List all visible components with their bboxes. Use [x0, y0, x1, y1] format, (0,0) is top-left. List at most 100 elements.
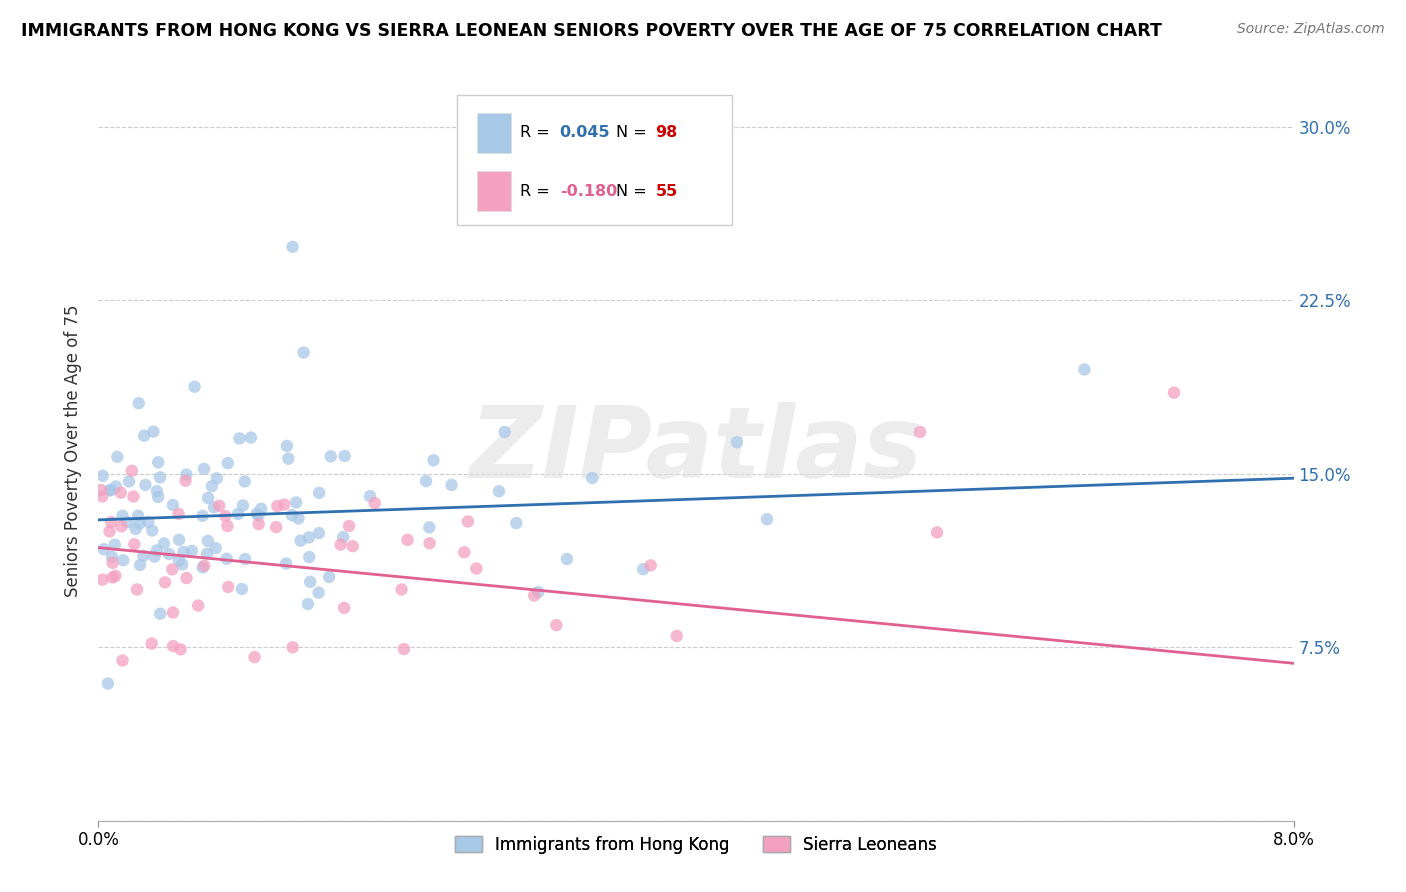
Point	[112, 553, 135, 567]
Point	[233, 552, 256, 566]
Point	[243, 650, 266, 665]
Point	[494, 425, 516, 439]
Point	[191, 560, 214, 574]
Text: 98: 98	[655, 126, 678, 141]
Point	[105, 450, 128, 464]
Point	[118, 475, 141, 489]
Point	[183, 380, 205, 394]
Point	[132, 549, 155, 563]
Point	[169, 642, 191, 657]
Text: Source: ZipAtlas.com: Source: ZipAtlas.com	[1237, 22, 1385, 37]
Point	[665, 629, 688, 643]
Point	[581, 471, 603, 485]
Point	[298, 531, 321, 545]
Point	[181, 544, 204, 558]
Point	[110, 519, 132, 533]
Point	[104, 538, 127, 552]
Point	[176, 467, 198, 482]
Point	[332, 530, 354, 544]
Point	[110, 485, 132, 500]
Point	[205, 471, 228, 485]
Point	[364, 496, 387, 510]
Point	[246, 507, 269, 521]
Point	[197, 533, 219, 548]
Point	[555, 552, 578, 566]
Point	[276, 439, 298, 453]
Point	[337, 519, 360, 533]
Point	[465, 561, 488, 575]
FancyBboxPatch shape	[457, 95, 733, 225]
Point	[359, 489, 381, 503]
Point	[226, 507, 249, 521]
Point	[134, 428, 156, 442]
Point	[640, 558, 662, 573]
Point	[91, 573, 114, 587]
Point	[1073, 362, 1095, 376]
Point	[342, 539, 364, 553]
Point	[100, 515, 122, 529]
Point	[422, 453, 444, 467]
Point	[141, 636, 163, 650]
Point	[172, 558, 194, 572]
Point	[193, 558, 215, 573]
Point	[333, 600, 356, 615]
Point	[149, 470, 172, 484]
Point	[174, 474, 197, 488]
Point	[101, 556, 124, 570]
Point	[308, 585, 330, 599]
Point	[1163, 385, 1185, 400]
Point	[90, 483, 112, 497]
Point	[191, 508, 214, 523]
Point	[247, 508, 270, 523]
Point	[187, 599, 209, 613]
Point	[264, 520, 287, 534]
Point	[162, 639, 184, 653]
Point	[440, 478, 463, 492]
Point	[162, 562, 184, 576]
Point	[153, 536, 176, 550]
Point	[104, 569, 127, 583]
Point	[228, 432, 250, 446]
Point	[111, 508, 134, 523]
Point	[143, 549, 166, 564]
Point	[176, 571, 198, 585]
Point	[148, 490, 170, 504]
Point	[281, 508, 304, 523]
Point	[333, 449, 356, 463]
Point	[195, 547, 218, 561]
Point	[214, 509, 236, 524]
Point	[318, 570, 340, 584]
Point	[308, 526, 330, 541]
Point	[418, 520, 440, 534]
Point	[142, 425, 165, 439]
Point	[756, 512, 779, 526]
Point	[298, 549, 321, 564]
Point	[231, 582, 253, 596]
Point	[193, 462, 215, 476]
Point	[167, 507, 190, 521]
Point	[201, 479, 224, 493]
Point	[167, 533, 190, 547]
Point	[299, 574, 322, 589]
Point	[111, 653, 134, 667]
Text: N =: N =	[616, 126, 652, 141]
FancyBboxPatch shape	[477, 112, 510, 153]
Point	[167, 553, 190, 567]
Point	[276, 557, 298, 571]
Point	[329, 537, 352, 551]
Point	[98, 524, 121, 539]
Point	[523, 589, 546, 603]
Point	[232, 499, 254, 513]
Point	[141, 524, 163, 538]
Point	[290, 533, 312, 548]
Point	[125, 582, 148, 597]
Point	[148, 455, 170, 469]
Point	[91, 468, 114, 483]
Point	[546, 618, 568, 632]
Text: IMMIGRANTS FROM HONG KONG VS SIERRA LEONEAN SENIORS POVERTY OVER THE AGE OF 75 C: IMMIGRANTS FROM HONG KONG VS SIERRA LEON…	[21, 22, 1161, 40]
Point	[117, 515, 139, 529]
Point	[233, 475, 256, 489]
Point	[104, 479, 127, 493]
Point	[100, 483, 122, 498]
Point	[287, 511, 309, 525]
